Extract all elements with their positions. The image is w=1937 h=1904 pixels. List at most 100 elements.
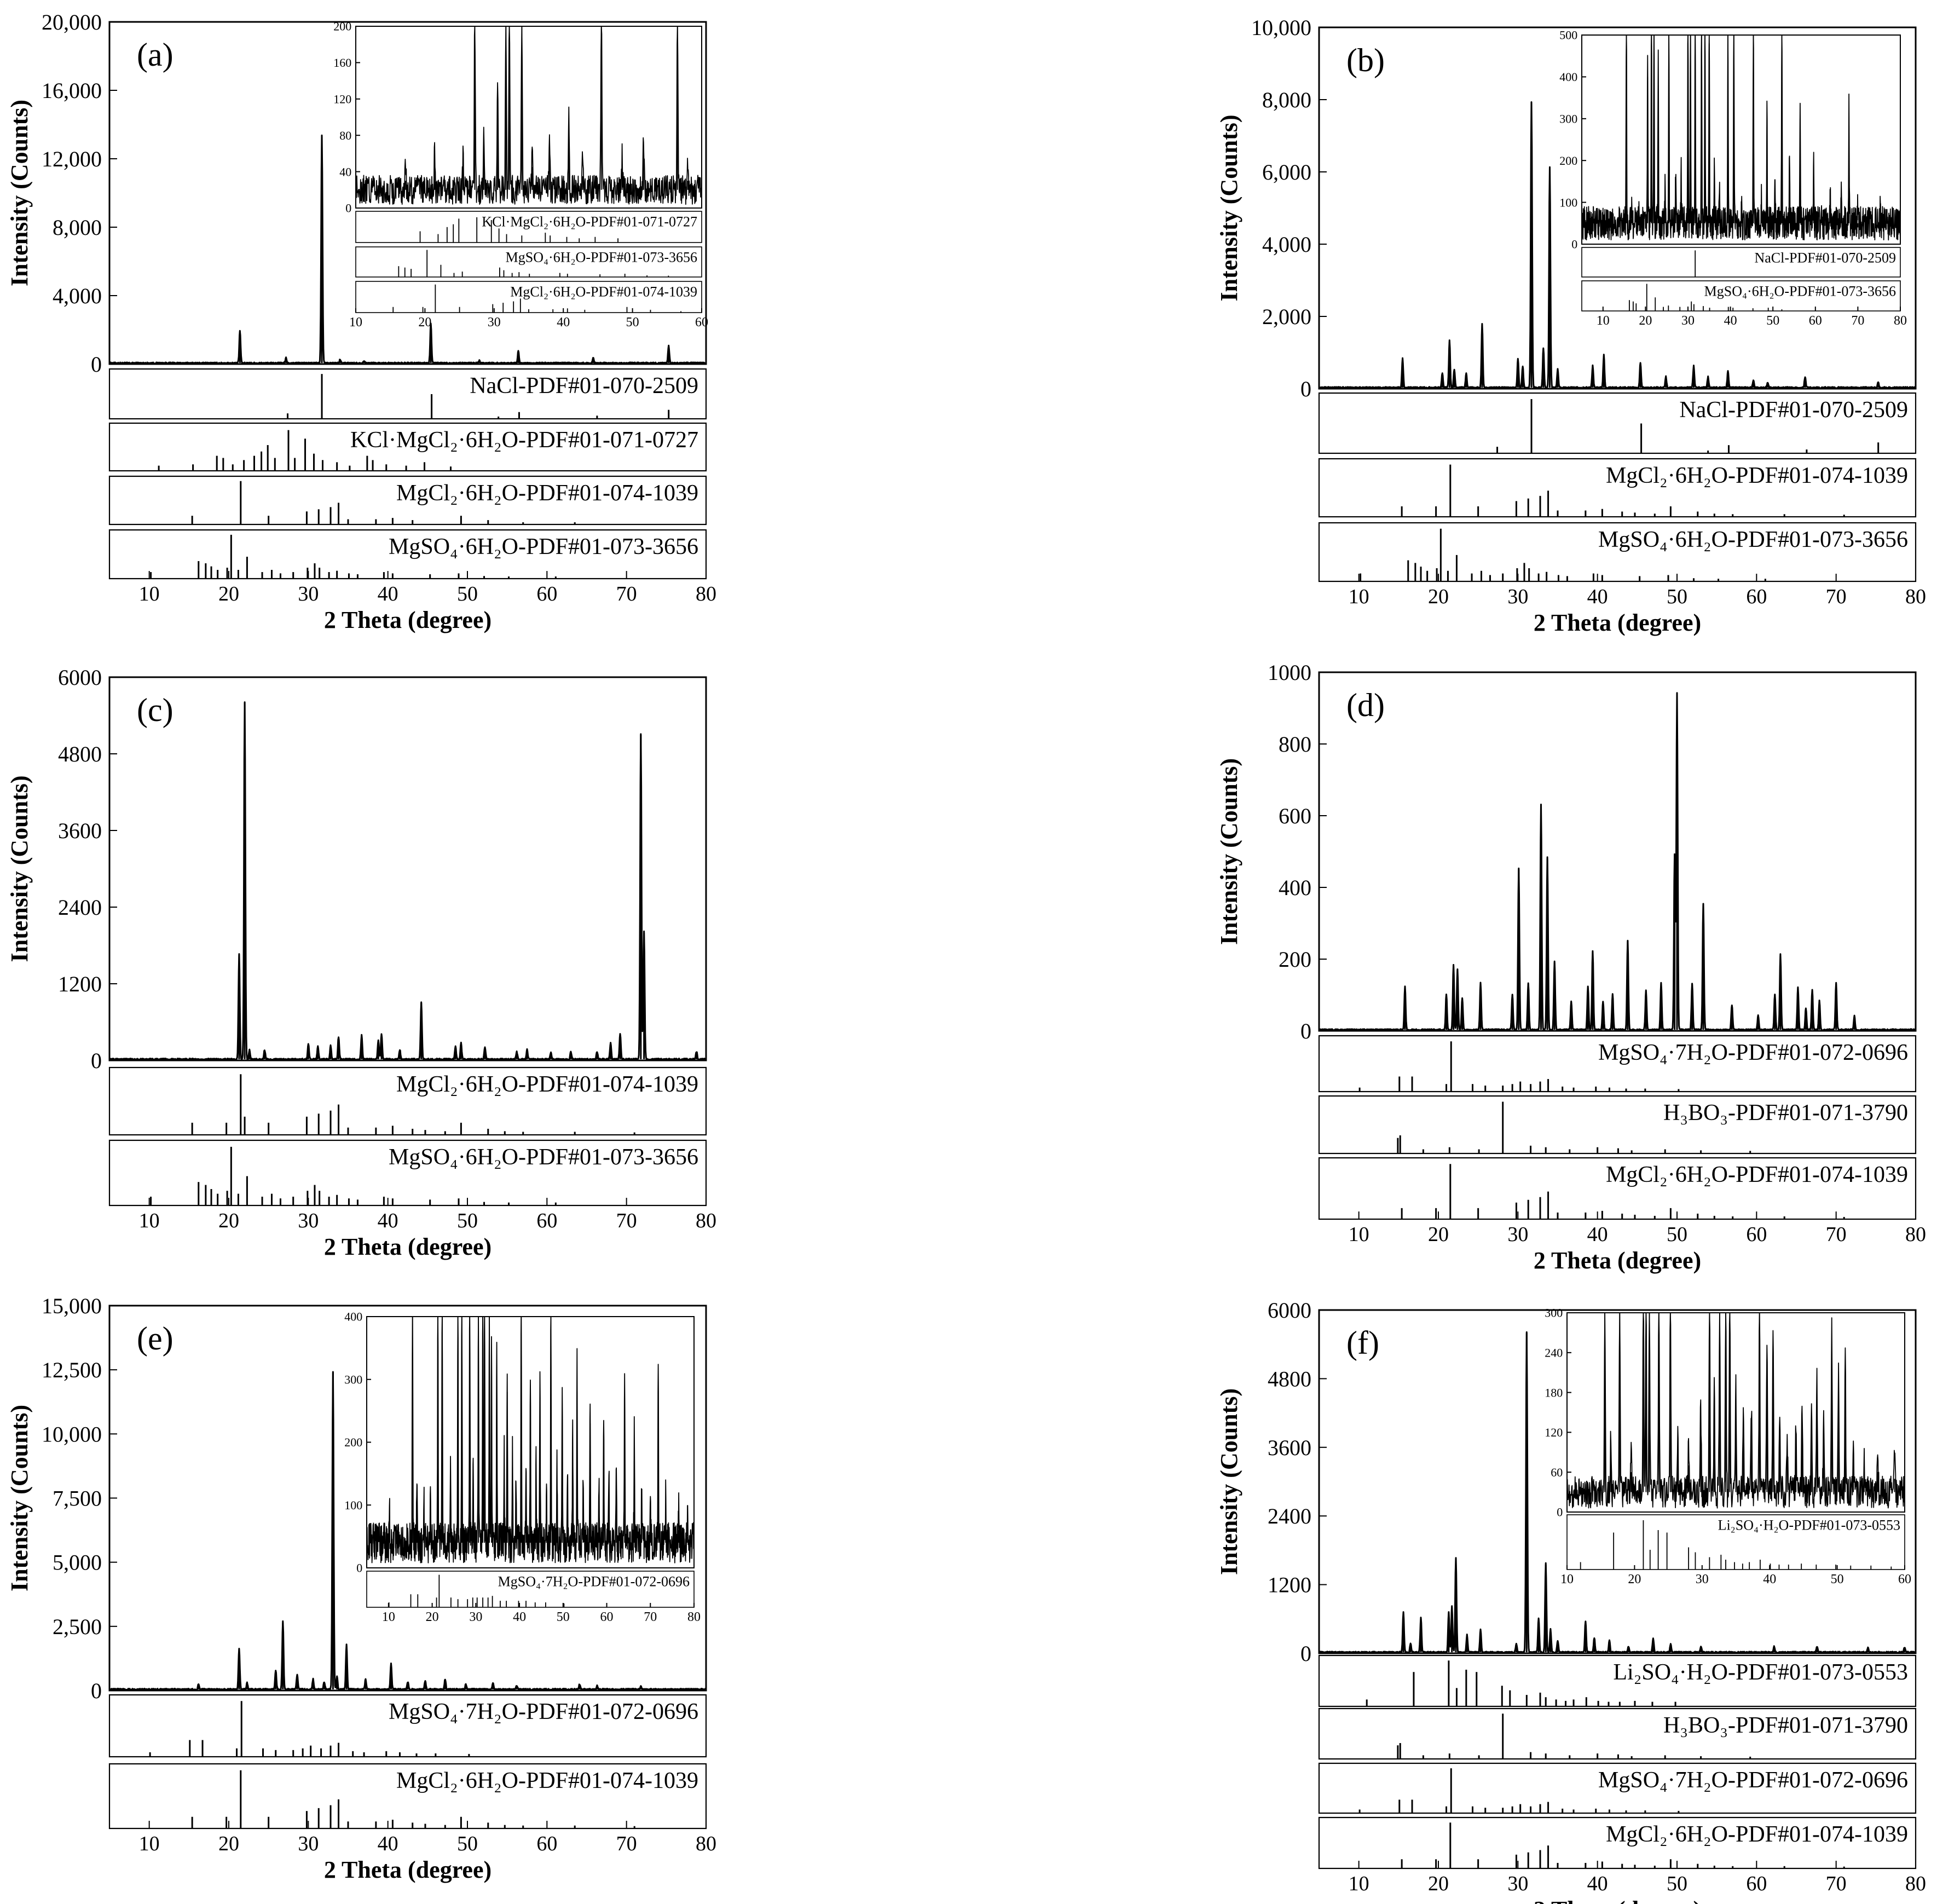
panel-b-y-axis-label: Intensity (Counts) [1216, 114, 1242, 301]
panel-a-x-tick-label-40: 40 [378, 582, 398, 605]
panel-b-y-tick-label-5: 10,000 [1251, 15, 1311, 40]
panel-d-reference-1-frame [1318, 1035, 1917, 1093]
panel-b-reference-1-label: NaCl-PDF#01-070-2509 [1679, 397, 1908, 423]
panel-a-inset-y-tick-label-4: 160 [333, 56, 351, 70]
panel-e-inset-x-tick-label-80: 80 [687, 1610, 701, 1624]
panel-f-inset-y-tick-label-0: 0 [1557, 1505, 1563, 1519]
panel-b-inset-x-tick-label-40: 40 [1724, 314, 1737, 328]
panel-e-inset-y-tick-label-2: 200 [344, 1435, 362, 1449]
panel-b-x-tick-label-40: 40 [1587, 585, 1608, 608]
panel-e-reference-2-frame [108, 1763, 707, 1830]
panel-a-y-tick-label-1: 4,000 [53, 284, 102, 308]
panel-e-reference-2-label: MgCl₂·6H₂O-PDF#01-074-1039 [396, 1768, 698, 1793]
panel-c-pattern-line [108, 701, 707, 1061]
panel-e-inset-y-tick-label-0: 0 [356, 1561, 362, 1575]
panel-a-x-tick-label-30: 30 [298, 582, 319, 605]
panel-a-reference-2-frame [108, 422, 707, 472]
panel-a-inset-y-tick-label-1: 40 [339, 165, 351, 178]
panel-b-inset-y-tick-label-5: 500 [1559, 28, 1577, 42]
panel-c: (c) 0 1200 2400 3600 4800 6000 Intensity (Count… [6, 665, 716, 1260]
panel-e: (e) 0 2,500 5,000 7,500 10,000 12,500 15,000 Int… [6, 1294, 716, 1883]
panel-e-x-axis-label: 2 Theta (degree) [324, 1856, 492, 1883]
panel-e-reference-1-frame [108, 1694, 707, 1758]
panel-b-inset-x-tick-label-50: 50 [1766, 314, 1779, 328]
panel-e-inset-x-tick-label-30: 30 [469, 1610, 482, 1624]
panel-a-inset-reference-1-bg [356, 211, 702, 243]
panel-f-inset-y-tick-label-2: 120 [1545, 1426, 1563, 1439]
panel-f-inset-x-tick-label-50: 50 [1831, 1572, 1844, 1586]
panel-d-reference-2-label: H₃BO₃-PDF#01-071-3790 [1663, 1100, 1908, 1126]
panel-e-x-tick-label-60: 60 [536, 1832, 557, 1855]
panel-a-x-axis-label: 2 Theta (degree) [324, 607, 492, 633]
panel-f-inset-reference-1-bg [1567, 1515, 1905, 1570]
panel-b-inset-x-tick-label-80: 80 [1894, 314, 1907, 328]
panel-e-inset-x-tick-label-70: 70 [644, 1610, 657, 1624]
panel-d-y-tick-label-5: 1000 [1268, 660, 1311, 685]
panel-b-x-tick-label-30: 30 [1507, 585, 1528, 608]
panel-f-inset-y-tick-label-3: 180 [1545, 1386, 1563, 1399]
panel-e-y-tick-label-6: 15,000 [42, 1294, 102, 1318]
panel-f-reference-3-frame [1318, 1762, 1917, 1814]
panel-b-x-tick-label-20: 20 [1428, 585, 1449, 608]
panel-d-y-axis-label: Intensity (Counts) [1216, 758, 1242, 945]
panel-d-x-tick-label-20: 20 [1428, 1223, 1449, 1246]
panel-a-reference-2-label: KCl·MgCl₂·6H₂O-PDF#01-071-0727 [350, 428, 698, 453]
panel-b-x-axis-label: 2 Theta (degree) [1534, 609, 1701, 636]
panel-b-inset-x-tick-label-20: 20 [1639, 314, 1652, 328]
panel-e-x-tick-label-30: 30 [298, 1832, 319, 1855]
panel-b-inset-reference-2-bg [1582, 281, 1900, 311]
panel-d-y-tick-label-0: 0 [1300, 1019, 1311, 1043]
panel-a-inset-reference-3-bg [356, 281, 702, 313]
panel-e-inset-reference-1-bg [367, 1571, 694, 1607]
panel-a-inset-x-tick-label-20: 20 [418, 315, 431, 330]
panel-d-reference-3-label: MgCl₂·6H₂O-PDF#01-074-1039 [1606, 1162, 1908, 1187]
panel-c-reference-1-frame [108, 1066, 707, 1136]
panel-c-x-tick-label-70: 70 [616, 1209, 637, 1232]
panel-a-letter: (a) [137, 37, 174, 73]
panel-f-reference-1-frame [1318, 1654, 1917, 1707]
panel-e-x-tick-label-80: 80 [696, 1832, 716, 1855]
panel-c-y-axis-label: Intensity (Counts) [6, 775, 33, 962]
panel-e-x-tick-label-10: 10 [139, 1832, 160, 1855]
panel-f-inset-y-tick-label-4: 240 [1545, 1346, 1563, 1360]
panel-b-inset-reference-2-label: MgSO₄·6H₂O-PDF#01-073-3656 [1704, 283, 1896, 299]
panel-b-inset-y-tick-label-1: 100 [1559, 195, 1577, 209]
panel-b-inset-x-tick-label-10: 10 [1597, 314, 1610, 328]
panel-a-inset-x-tick-label-40: 40 [557, 315, 570, 330]
panel-a-inset-y-tick-label-3: 120 [333, 93, 351, 106]
panel-d-x-tick-label-70: 70 [1826, 1223, 1847, 1246]
panel-a-y-tick-label-5: 20,000 [42, 10, 102, 34]
panel-c-y-tick-label-3: 3600 [58, 818, 102, 843]
panel-b-reference-2-frame [1318, 458, 1917, 518]
panel-d-y-tick-label-4: 800 [1279, 732, 1311, 757]
panel-c-y-tick-label-5: 6000 [58, 665, 102, 690]
panel-d-x-tick-label-80: 80 [1905, 1223, 1926, 1246]
panel-b-x-tick-label-70: 70 [1826, 585, 1847, 608]
panel-b-y-tick-label-1: 2,000 [1262, 304, 1311, 329]
panel-c-x-tick-label-10: 10 [139, 1209, 160, 1232]
panel-b-inset-y-tick-label-3: 300 [1559, 112, 1577, 126]
panel-b-x-tick-label-10: 10 [1349, 585, 1369, 608]
panel-f-inset-reference-1-frame [1566, 1514, 1905, 1570]
panel-e-inset-reference-1-label: MgSO₄·7H₂O-PDF#01-072-0696 [498, 1573, 690, 1589]
panel-e-y-tick-label-2: 5,000 [53, 1550, 102, 1575]
panel-f-inset-x-tick-label-40: 40 [1763, 1572, 1776, 1586]
panel-e-letter: (e) [137, 1320, 174, 1357]
panel-a-reference-3-frame [108, 475, 707, 526]
panel-e-x-tick-label-20: 20 [218, 1832, 239, 1855]
panel-e-inset-y-tick-label-3: 300 [344, 1372, 362, 1386]
panel-a-inset-reference-2-bg [356, 247, 702, 277]
panel-e-y-tick-label-3: 7,500 [53, 1486, 102, 1511]
panel-f-x-tick-label-20: 20 [1428, 1872, 1449, 1895]
panel-a-reference-1-frame [108, 368, 707, 420]
panel-f-x-tick-label-70: 70 [1826, 1872, 1847, 1895]
panel-b-inset: 0 100 200 300 400 500 NaCl-PDF#01-070-2509 MgSO… [1559, 28, 1907, 328]
panel-a-inset-reference-1-frame [355, 211, 702, 243]
panel-f-inset-x-tick-label-60: 60 [1898, 1572, 1911, 1586]
panel-a-inset-x-tick-label-50: 50 [626, 315, 639, 330]
panel-f-inset-x-tick-label-20: 20 [1628, 1572, 1641, 1586]
panel-b-y-tick-label-4: 8,000 [1262, 88, 1311, 112]
panel-b-inset-x-tick-label-60: 60 [1809, 314, 1822, 328]
panel-e-inset: 0 100 200 300 400 MgSO₄·7H₂O-PDF#01-072-0696 1… [344, 1310, 701, 1625]
